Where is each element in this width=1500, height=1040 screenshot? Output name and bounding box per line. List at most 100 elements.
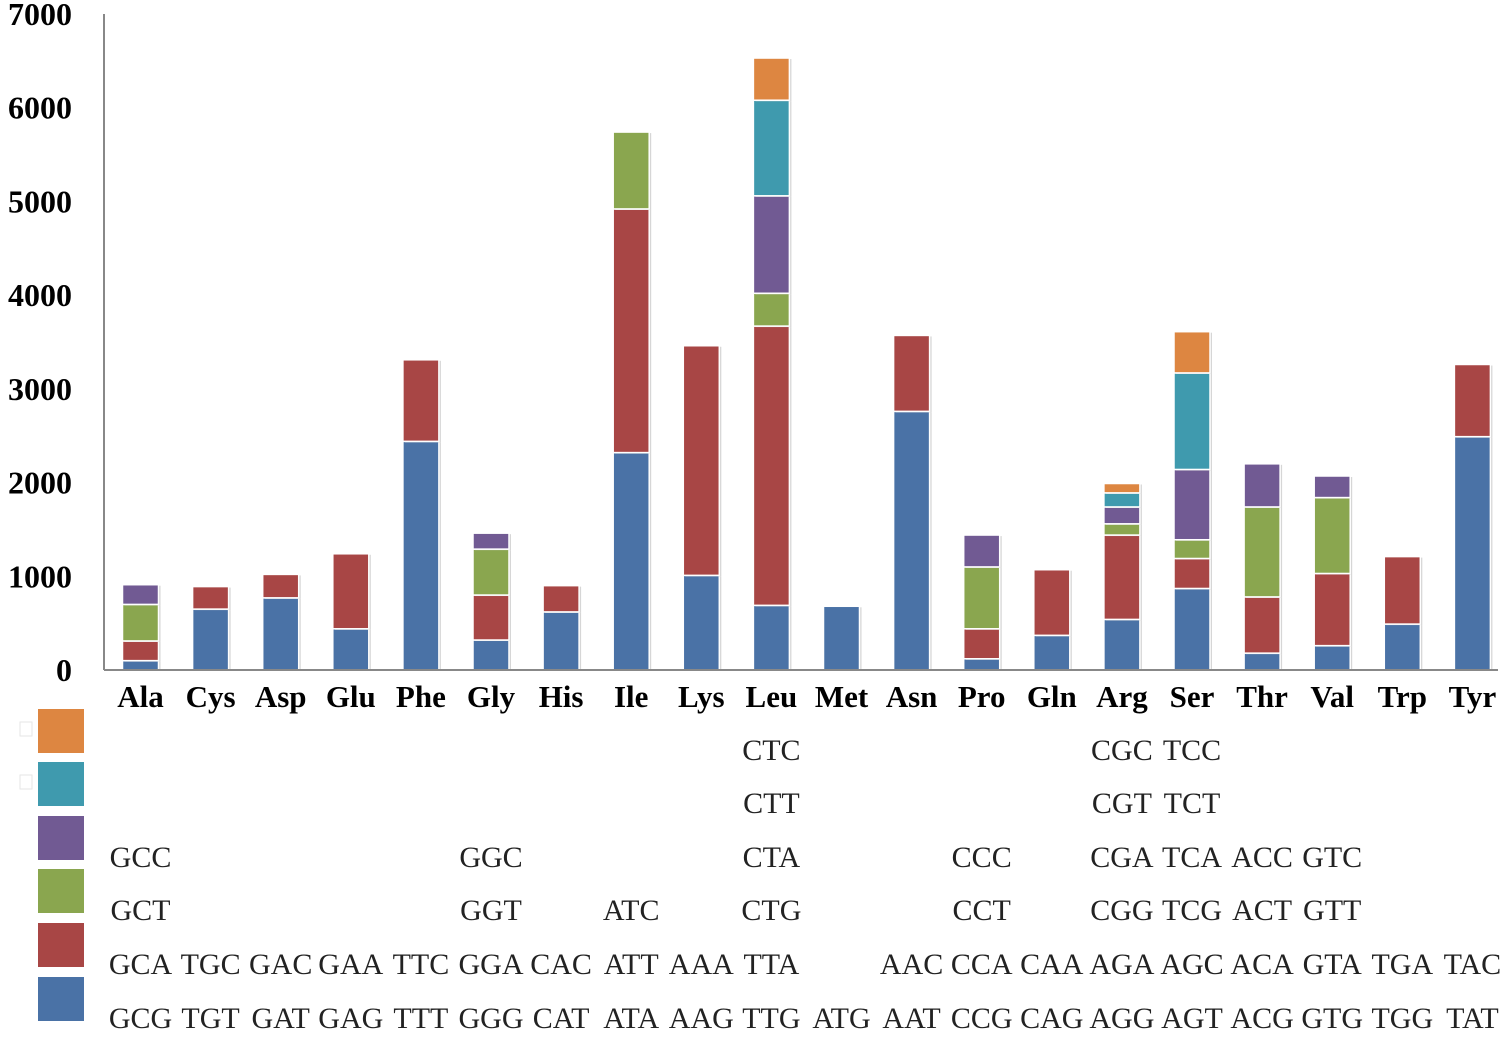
codon-label-tyr-tac: TAC xyxy=(1444,948,1500,981)
bar-segment-thr-aca xyxy=(1243,596,1281,654)
bar-segment-met-atg xyxy=(822,605,861,671)
bar-segment-tyr-tat xyxy=(1453,435,1492,671)
codon-label-ile-ata: ATA xyxy=(603,1002,659,1035)
x-tick-label-trp: Trp xyxy=(1378,679,1427,714)
bar-segment-ile-atc xyxy=(612,131,650,210)
bar-segment-arg-cgc xyxy=(1103,482,1141,494)
bar-segment-thr-act xyxy=(1243,506,1281,598)
x-tick-label-asn: Asn xyxy=(886,679,938,714)
bar-segment-arg-cgt xyxy=(1103,492,1141,508)
bar-stack-leu xyxy=(752,57,792,671)
codon-label-asp-gac: GAC xyxy=(249,948,312,981)
legend-swatch-1 xyxy=(38,977,84,1021)
bar-segment-his-cac xyxy=(542,584,580,613)
bar-stack-val xyxy=(1313,475,1353,671)
codon-label-gly-gga: GGA xyxy=(459,948,524,981)
x-tick-label-cys: Cys xyxy=(186,679,236,714)
y-tick-label-7000: 7000 xyxy=(8,0,72,32)
y-tick-label-4000: 4000 xyxy=(8,277,72,313)
codon-label-phe-ttt: TTT xyxy=(393,1002,448,1035)
bar-stack-thr xyxy=(1243,463,1283,671)
y-tick-label-3000: 3000 xyxy=(8,371,72,407)
bar-segment-gly-gga xyxy=(472,594,510,641)
codon-label-tyr-tat: TAT xyxy=(1446,1002,1499,1035)
bar-stack-pro xyxy=(962,534,1002,671)
codon-label-cys-tgt: TGT xyxy=(181,1002,239,1035)
bar-segment-arg-cgg xyxy=(1103,523,1141,536)
legend-swatch-4 xyxy=(38,816,84,860)
bar-segment-leu-ctc xyxy=(752,57,791,101)
bar-segment-ile-att xyxy=(612,208,650,454)
x-tick-label-arg: Arg xyxy=(1096,679,1148,714)
x-tick-label-gln: Gln xyxy=(1027,679,1077,714)
x-tick-label-met: Met xyxy=(815,679,869,714)
codon-label-ser-agc: AGC xyxy=(1160,948,1223,981)
x-tick-label-ile: Ile xyxy=(614,679,648,714)
bar-segment-asn-aat xyxy=(892,410,931,671)
bar-segment-arg-agg xyxy=(1103,618,1141,671)
x-tick-label-glu: Glu xyxy=(326,679,376,714)
bar-segment-trp-tga xyxy=(1383,555,1422,625)
bar-stack-cys xyxy=(191,585,231,671)
bar-stack-asn xyxy=(892,334,932,671)
bar-segment-leu-tta xyxy=(752,325,791,607)
codon-label-ser-tca: TCA xyxy=(1162,841,1222,874)
bar-segment-trp-tgg xyxy=(1383,623,1422,671)
codon-label-ala-gcg: GCG xyxy=(109,1002,172,1035)
bar-segment-ser-tct xyxy=(1173,372,1211,471)
bar-stack-lys xyxy=(682,344,722,671)
bar-stack-ile xyxy=(612,131,652,671)
bar-stack-glu xyxy=(332,553,371,671)
codon-label-gly-ggg: GGG xyxy=(459,1002,524,1035)
codon-label-his-cat: CAT xyxy=(533,1002,590,1035)
bar-stack-met xyxy=(822,605,862,671)
codon-label-ala-gct: GCT xyxy=(111,894,171,927)
codon-label-arg-aga: AGA xyxy=(1089,948,1154,981)
bar-segment-ala-gcc xyxy=(121,583,160,606)
y-tick-label-1000: 1000 xyxy=(8,558,72,594)
bar-segment-arg-cga xyxy=(1103,506,1141,525)
bar-stack-tyr xyxy=(1453,363,1493,671)
codon-label-cys-tgc: TGC xyxy=(181,948,241,981)
bar-segment-ala-gca xyxy=(121,640,160,662)
codon-label-met-atg: ATG xyxy=(812,1002,870,1035)
codon-label-arg-cgg: CGG xyxy=(1090,894,1153,927)
bar-segment-ser-tca xyxy=(1173,468,1211,541)
bar-segment-arg-aga xyxy=(1103,534,1141,621)
codon-label-ser-tct: TCT xyxy=(1164,787,1221,820)
bar-segment-asp-gac xyxy=(261,573,300,599)
codon-label-ser-agt: AGT xyxy=(1161,1002,1223,1035)
bar-stack-arg xyxy=(1103,482,1142,671)
codon-label-gly-ggt: GGT xyxy=(460,894,522,927)
legend-marker-box xyxy=(19,774,33,790)
codon-label-thr-aca: ACA xyxy=(1230,948,1294,981)
bar-stack-phe xyxy=(402,359,441,671)
bar-segment-cys-tgc xyxy=(191,585,230,610)
bar-segment-ser-tcg xyxy=(1173,538,1211,560)
legend-swatch-5 xyxy=(38,762,84,806)
bar-segment-phe-ttc xyxy=(402,359,440,443)
codon-label-asn-aac: AAC xyxy=(880,948,943,981)
codon-label-ser-tcc: TCC xyxy=(1163,734,1221,767)
codon-label-arg-agg: AGG xyxy=(1089,1002,1154,1035)
bar-segment-ala-gct xyxy=(121,603,160,642)
codon-label-pro-ccc: CCC xyxy=(952,841,1012,874)
x-tick-label-lys: Lys xyxy=(678,679,725,714)
bar-segment-cys-tgt xyxy=(191,608,230,671)
bar-segment-tyr-tac xyxy=(1453,363,1492,438)
codon-label-glu-gag: GAG xyxy=(318,1002,383,1035)
x-tick-label-tyr: Tyr xyxy=(1449,679,1497,714)
codon-label-val-gtg: GTG xyxy=(1301,1002,1363,1035)
y-tick-label-5000: 5000 xyxy=(8,183,72,219)
bar-segment-phe-ttt xyxy=(402,440,440,671)
y-tick-label-0: 0 xyxy=(56,652,72,688)
bar-segment-val-gta xyxy=(1313,572,1351,647)
bar-segment-val-gtc xyxy=(1313,475,1351,499)
bar-segment-lys-aaa xyxy=(682,344,721,577)
codon-label-thr-acc: ACC xyxy=(1231,841,1293,874)
x-tick-label-ser: Ser xyxy=(1170,679,1215,714)
codon-label-leu-ctg: CTG xyxy=(741,894,801,927)
bar-segment-leu-ctt xyxy=(752,99,791,197)
y-tick-label-2000: 2000 xyxy=(8,465,72,501)
